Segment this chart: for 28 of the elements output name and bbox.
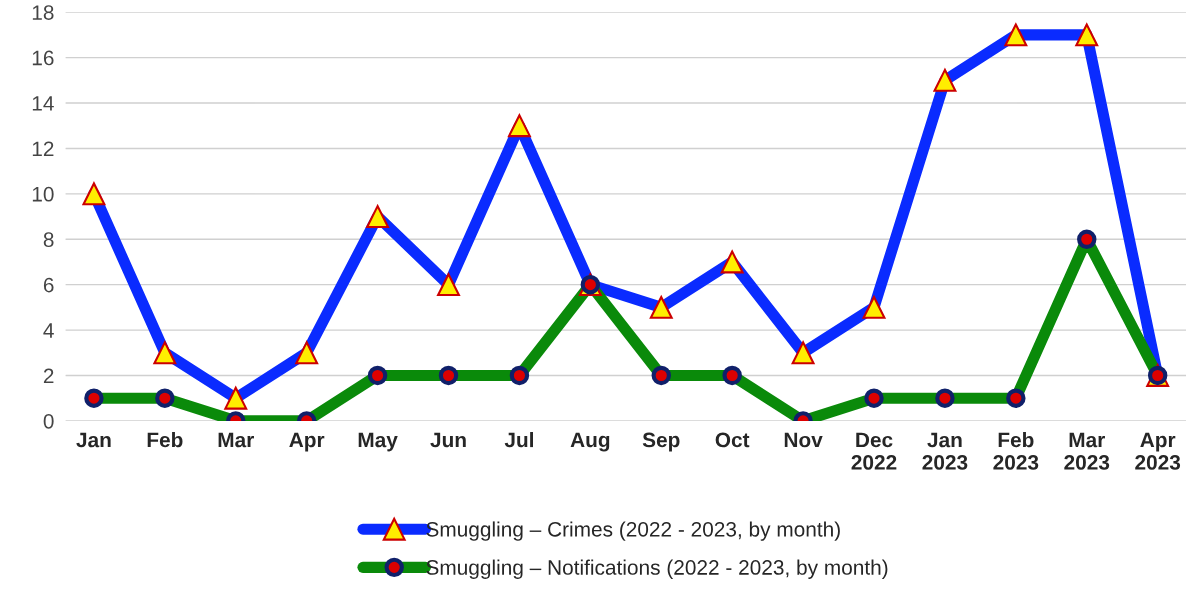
y-tick-label: 12 — [32, 141, 54, 156]
x-tick-label: Apr — [289, 432, 325, 452]
x-tick-label: Aug — [570, 432, 610, 452]
legend-label: Smuggling – Notifications (2022 - 2023, by month) — [426, 559, 888, 579]
y-tick-label: 14 — [32, 96, 54, 111]
x-tick-label: Oct — [715, 432, 750, 448]
x-tick-label: Dec 2022 — [851, 432, 897, 470]
y-tick-label: 6 — [43, 277, 54, 293]
x-tick-label: Nov — [784, 432, 823, 448]
y-tick-label: 8 — [43, 232, 54, 248]
y-tick-label: 18 — [32, 5, 54, 20]
x-tick-label: Mar 2023 — [1064, 432, 1110, 470]
x-tick-label: Feb — [147, 432, 183, 448]
y-tick-label: 16 — [32, 50, 54, 66]
x-tick-label: Jan — [76, 432, 111, 448]
x-tick-label: Sep — [642, 432, 680, 452]
x-tick-label: Jun — [430, 432, 466, 448]
x-tick-label: Apr 2023 — [1135, 432, 1181, 470]
y-tick-label: 4 — [43, 323, 54, 338]
x-tick-label: Jan 2023 — [922, 432, 968, 470]
x-tick-label: May — [358, 432, 398, 452]
x-tick-label: Feb 2023 — [993, 432, 1039, 470]
y-tick-label: 0 — [43, 413, 54, 429]
x-tick-label: Mar — [218, 432, 254, 448]
y-tick-label: 10 — [32, 186, 54, 202]
x-tick-label: Jul — [504, 432, 533, 448]
y-tick-label: 2 — [43, 368, 54, 384]
legend-label: Smuggling – Crimes (2022 - 2023, by month) — [426, 521, 840, 541]
